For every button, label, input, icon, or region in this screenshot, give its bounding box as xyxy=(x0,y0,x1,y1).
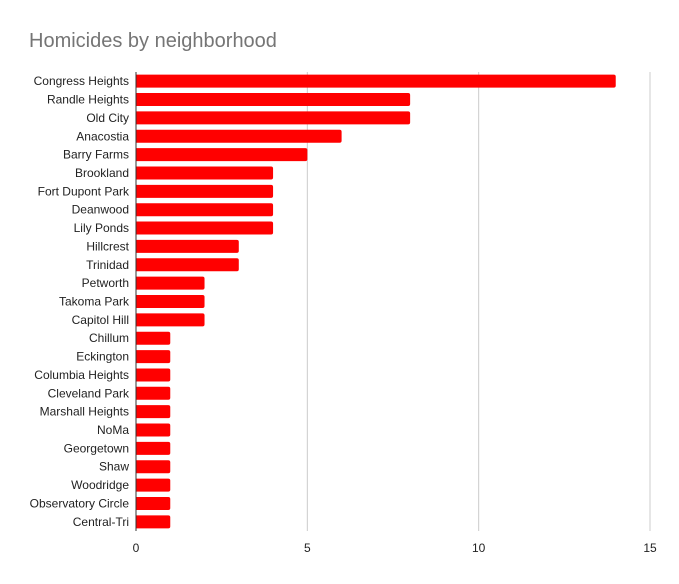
category-label: Columbia Heights xyxy=(34,368,129,382)
category-label: Central-Tri xyxy=(73,515,129,529)
bar xyxy=(136,258,239,272)
bar xyxy=(136,239,239,253)
category-label: Brookland xyxy=(75,166,129,180)
bar xyxy=(136,350,171,364)
category-label: Shaw xyxy=(99,460,129,474)
bar xyxy=(136,386,171,400)
bar xyxy=(136,478,171,492)
bar xyxy=(136,276,205,290)
bar xyxy=(136,460,171,474)
bar xyxy=(136,405,171,419)
bar xyxy=(136,295,205,308)
category-label: Eckington xyxy=(76,350,129,364)
bar xyxy=(136,423,171,437)
bar xyxy=(135,148,308,162)
bar xyxy=(136,313,205,327)
category-label: Hillcrest xyxy=(86,239,129,253)
bar xyxy=(135,184,274,198)
category-label: Lily Ponds xyxy=(74,221,129,235)
bar xyxy=(136,129,342,143)
x-tick-label: 15 xyxy=(643,541,657,555)
category-label: Capitol Hill xyxy=(72,313,129,327)
category-label: Congress Heights xyxy=(34,74,129,88)
category-label: Woodridge xyxy=(71,478,129,492)
bar xyxy=(136,441,171,455)
bar xyxy=(135,166,274,180)
bar xyxy=(135,221,274,235)
bar xyxy=(136,93,411,107)
category-label: Anacostia xyxy=(76,129,129,143)
x-tick-label: 0 xyxy=(133,541,140,555)
category-label: NoMa xyxy=(97,423,129,437)
x-tick-label: 5 xyxy=(304,541,311,555)
category-label: Marshall Heights xyxy=(40,405,129,419)
category-label: Observatory Circle xyxy=(30,496,130,510)
category-label: Petworth xyxy=(82,276,129,290)
bar xyxy=(136,515,171,529)
bar xyxy=(136,74,616,88)
category-label: Fort Dupont Park xyxy=(38,184,130,198)
bar xyxy=(136,331,171,345)
bar xyxy=(136,368,171,382)
bar xyxy=(136,111,411,125)
bar xyxy=(136,496,171,510)
x-tick-label: 10 xyxy=(472,541,486,555)
category-label: Deanwood xyxy=(72,203,129,217)
bar xyxy=(135,203,274,217)
chart-title: Homicides by neighborhood xyxy=(29,30,277,52)
category-label: Chillum xyxy=(89,331,129,345)
category-label: Georgetown xyxy=(64,441,129,455)
category-label: Randle Heights xyxy=(47,93,129,107)
category-label: Takoma Park xyxy=(59,295,130,309)
category-label: Old City xyxy=(86,111,129,125)
category-label: Barry Farms xyxy=(63,148,129,162)
category-label: Trinidad xyxy=(86,258,129,272)
category-label: Cleveland Park xyxy=(48,386,130,400)
